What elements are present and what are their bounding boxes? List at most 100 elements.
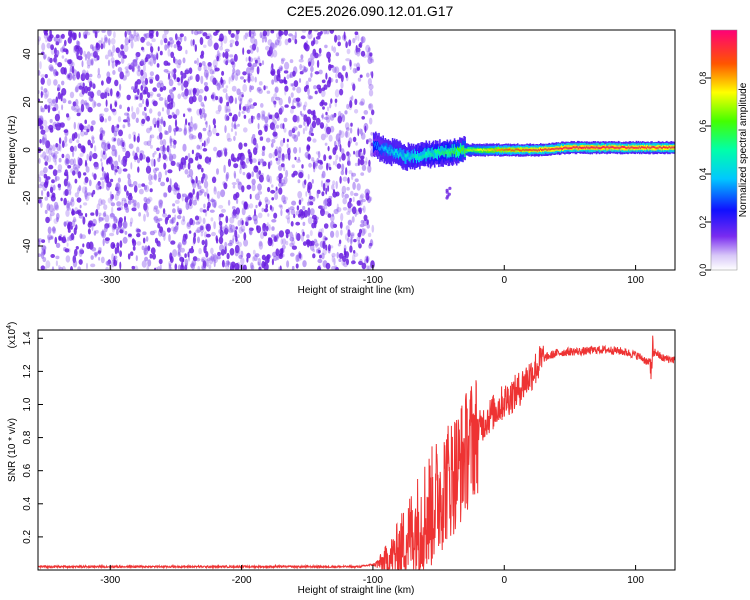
noise-point — [107, 49, 113, 57]
noise-point — [69, 145, 75, 152]
noise-point — [239, 92, 244, 96]
noise-point — [76, 139, 80, 144]
noise-point — [306, 136, 312, 142]
noise-point — [206, 257, 212, 261]
noise-point — [56, 121, 60, 131]
noise-point — [251, 43, 257, 51]
noise-point — [194, 156, 199, 161]
noise-point — [100, 256, 105, 264]
signal-cell — [479, 148, 481, 151]
noise-point — [266, 30, 270, 37]
noise-point — [368, 103, 374, 111]
noise-point — [334, 34, 338, 43]
noise-point — [229, 264, 235, 270]
noise-point — [283, 176, 288, 185]
noise-point — [314, 163, 318, 167]
noise-point — [96, 89, 102, 96]
noise-point — [278, 182, 284, 188]
noise-point — [176, 221, 179, 226]
noise-point — [230, 263, 233, 268]
noise-point — [187, 174, 190, 178]
noise-point — [195, 257, 201, 262]
noise-point — [368, 83, 374, 90]
noise-point — [308, 95, 314, 100]
noise-point — [155, 167, 159, 171]
noise-point — [253, 102, 257, 106]
noise-point — [188, 169, 194, 178]
noise-point — [262, 30, 268, 37]
signal-cell — [388, 147, 391, 151]
noise-point — [219, 244, 225, 252]
noise-point — [315, 36, 321, 40]
noise-point — [366, 219, 369, 226]
noise-point — [232, 238, 235, 244]
noise-point — [107, 30, 112, 37]
noise-point — [184, 258, 189, 267]
noise-point — [353, 252, 359, 257]
noise-point — [135, 117, 139, 124]
noise-point — [171, 111, 175, 115]
noise-point — [194, 60, 197, 64]
noise-point — [323, 223, 329, 229]
signal-cell — [422, 154, 424, 158]
noise-point — [254, 38, 258, 48]
noise-point — [49, 214, 52, 222]
signal-cell — [610, 145, 612, 151]
noise-point — [352, 83, 356, 91]
noise-point — [94, 163, 99, 170]
signal-cell — [587, 146, 589, 149]
noise-point — [269, 160, 273, 166]
noise-point — [84, 119, 87, 125]
noise-point — [85, 166, 90, 173]
noise-point — [108, 38, 111, 46]
noise-point — [187, 122, 191, 126]
signal-cell — [523, 148, 525, 151]
noise-point — [188, 248, 195, 254]
signal-cell — [519, 149, 521, 152]
noise-point — [165, 130, 169, 135]
noise-point — [319, 254, 322, 259]
noise-point — [136, 146, 140, 153]
noise-point — [95, 209, 99, 217]
noise-point — [318, 164, 324, 170]
noise-point — [113, 31, 116, 39]
noise-point — [311, 179, 314, 184]
noise-point — [311, 120, 317, 129]
signal-cell — [413, 154, 416, 159]
noise-point — [282, 253, 285, 258]
noise-point — [286, 138, 289, 143]
noise-point — [128, 143, 134, 149]
noise-point — [136, 202, 140, 209]
noise-point — [316, 190, 319, 199]
noise-point — [41, 190, 44, 197]
noise-point — [49, 65, 54, 72]
noise-point — [243, 142, 248, 147]
noise-point — [318, 205, 323, 209]
noise-point — [147, 259, 152, 267]
signal-cell — [471, 149, 474, 152]
noise-point — [299, 63, 303, 71]
noise-point — [248, 118, 253, 125]
noise-point — [300, 215, 303, 220]
noise-point — [195, 74, 200, 82]
noise-point — [347, 160, 352, 167]
signal-cell — [600, 146, 603, 149]
noise-point — [250, 48, 254, 54]
noise-point — [224, 224, 228, 231]
noise-point — [182, 72, 185, 80]
noise-point — [251, 178, 256, 185]
noise-point — [224, 148, 228, 157]
signal-cell — [389, 144, 392, 154]
noise-point — [327, 57, 331, 63]
noise-point — [111, 136, 117, 143]
noise-point — [199, 108, 202, 115]
noise-point — [63, 129, 69, 134]
noise-point — [87, 124, 91, 131]
noise-point — [127, 63, 132, 67]
noise-point — [312, 138, 317, 143]
noise-point — [323, 199, 328, 206]
y-tick-label: 0.6 — [22, 463, 33, 477]
noise-point — [283, 70, 289, 74]
noise-point — [75, 246, 79, 250]
noise-point — [307, 201, 311, 205]
